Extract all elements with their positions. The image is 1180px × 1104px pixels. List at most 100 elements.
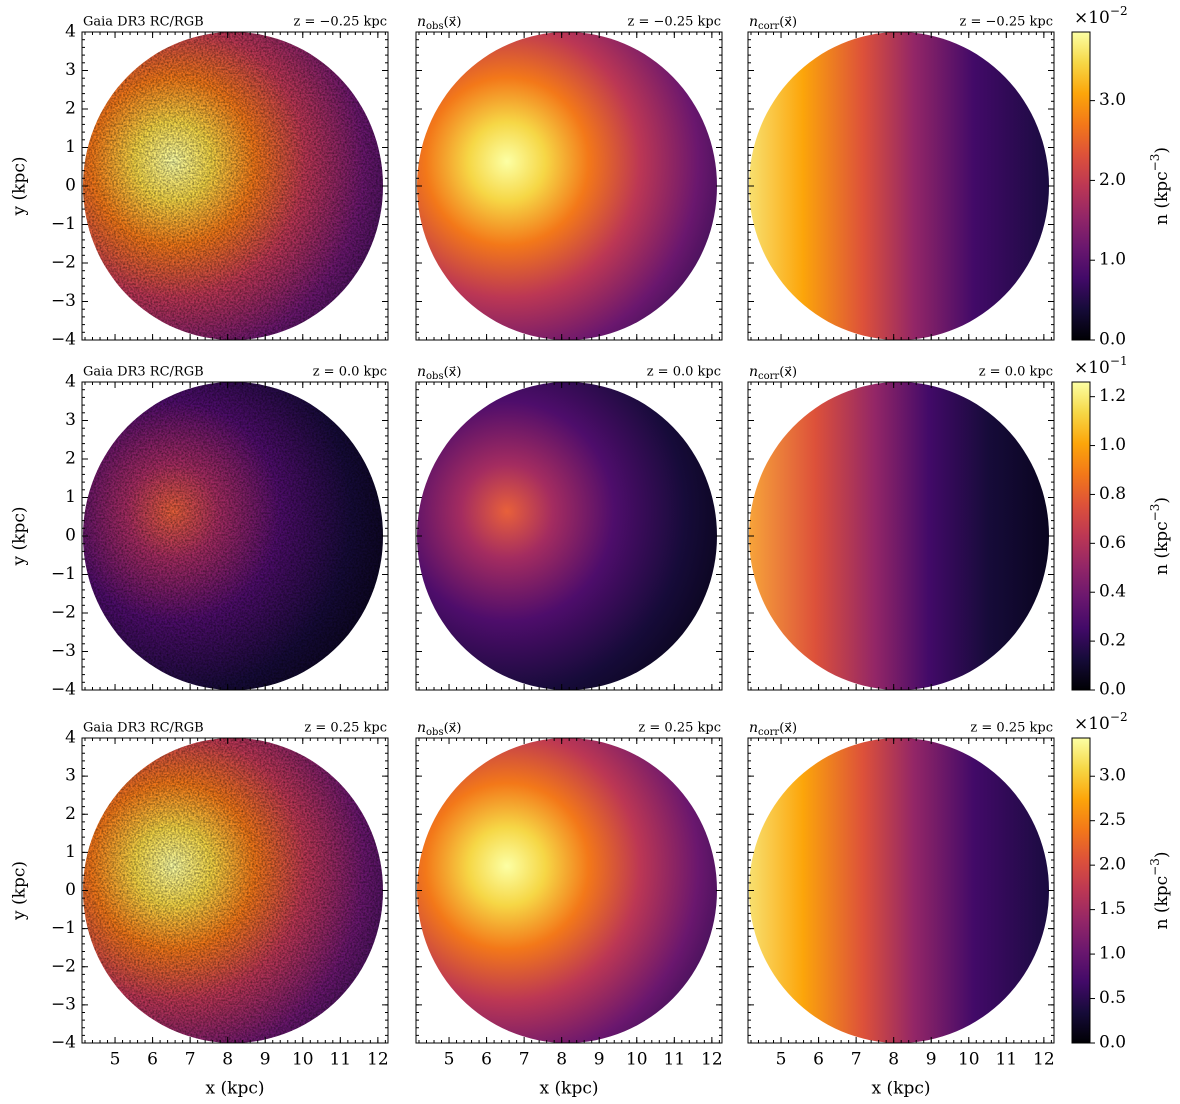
panel-subtitle: z = −0.25 kpc — [628, 15, 721, 30]
y-tick-label: 3 — [65, 60, 76, 80]
colorbar-label: n (kpc−3) — [1148, 851, 1172, 929]
title-symbol: n — [749, 364, 758, 380]
noise-overlay — [83, 32, 383, 340]
x-tick-label: 9 — [260, 1050, 271, 1070]
y-tick-label: 1 — [65, 842, 76, 862]
noise-overlay — [83, 382, 383, 690]
y-tick-label: −1 — [51, 918, 76, 938]
panel-title: nobs(x⃗) — [417, 364, 461, 382]
title-symbol: n — [749, 14, 758, 30]
density-map — [749, 738, 1049, 1043]
x-tick-label: 11 — [995, 1050, 1017, 1070]
density-map — [749, 382, 1049, 690]
colorbar-tick-label: 0.4 — [1099, 582, 1126, 602]
colorbar-tick-label: 1.5 — [1099, 899, 1126, 919]
y-tick-label: −3 — [51, 994, 76, 1014]
colorbar-tick-label: 1.0 — [1099, 944, 1126, 964]
label-exponent: −3 — [1148, 154, 1162, 172]
colorbar-tick-label: 3.0 — [1099, 90, 1126, 110]
panel-subtitle: z = −0.25 kpc — [960, 15, 1053, 30]
label-exponent: −3 — [1148, 504, 1162, 522]
colorbar-multiplier: ×10−2 — [1074, 4, 1128, 28]
y-tick-label: −4 — [51, 330, 76, 350]
x-axis-label: x (kpc) — [540, 1079, 599, 1099]
y-tick-label: 3 — [65, 410, 76, 430]
colorbar-tick-label: 2.5 — [1099, 810, 1126, 830]
density-map — [749, 32, 1049, 340]
y-tick-label: −4 — [51, 680, 76, 700]
colorbar-tick-label: 0.8 — [1099, 484, 1126, 504]
x-tick-label: 5 — [444, 1050, 455, 1070]
title-argument: (x⃗) — [444, 15, 462, 30]
x-tick-label: 10 — [958, 1050, 980, 1070]
label-text: n (kpc — [1152, 876, 1172, 930]
x-tick-label: 7 — [519, 1050, 530, 1070]
y-tick-label: 0 — [65, 880, 76, 900]
panel: −4 −3 −2 −1 0 1 2 3 4 Gaia DR3 RC/RGB z = 0.0 kpc y… — [10, 365, 389, 700]
colorbar-tick-label: 0.0 — [1099, 1033, 1126, 1053]
panel-title: nobs(x⃗) — [417, 14, 461, 32]
density-map — [417, 738, 717, 1043]
x-tick-label: 9 — [926, 1050, 937, 1070]
y-tick-label: −1 — [51, 564, 76, 584]
title-subscript: corr — [758, 21, 779, 32]
colorbar-gradient — [1071, 381, 1091, 691]
panel-subtitle: z = 0.0 kpc — [647, 365, 721, 380]
x-tick-label: 9 — [594, 1050, 605, 1070]
panel-title: ncorr(x⃗) — [749, 364, 797, 382]
x-tick-label: 11 — [329, 1050, 351, 1070]
x-tick-label: 11 — [663, 1050, 685, 1070]
panel-title: Gaia DR3 RC/RGB — [83, 721, 204, 736]
title-argument: (x⃗) — [444, 365, 462, 380]
label-text: n (kpc — [1152, 171, 1172, 225]
colorbar-multiplier: ×10−2 — [1074, 710, 1128, 734]
colorbar-tick-label: 1.2 — [1099, 386, 1126, 406]
x-axis-label: x (kpc) — [872, 1079, 931, 1099]
colorbar: 0.0 1.0 2.0 3.0 ×10−2 n (kpc−3) — [1071, 4, 1172, 350]
x-tick-label: 8 — [222, 1050, 233, 1070]
y-tick-label: −4 — [51, 1033, 76, 1053]
panel-subtitle: z = 0.25 kpc — [638, 721, 721, 736]
title-subscript: corr — [758, 727, 779, 738]
y-tick-label: 1 — [65, 137, 76, 157]
colorbar-tick-label: 2.0 — [1099, 855, 1126, 875]
y-tick-label: 4 — [65, 728, 76, 748]
y-axis-label: y (kpc) — [10, 507, 30, 567]
x-tick-label: 12 — [367, 1050, 389, 1070]
y-tick-label: 0 — [65, 176, 76, 196]
y-tick-label: 0 — [65, 526, 76, 546]
x-tick-label: 8 — [556, 1050, 567, 1070]
panel: ncorr(x⃗) z = −0.25 kpc — [747, 14, 1055, 341]
y-tick-label: −3 — [51, 291, 76, 311]
panel: 5 6 7 8 9 10 11 12 ncorr(x⃗) z = 0.25 kpc x (kpc) — [747, 720, 1055, 1099]
colorbar-tick-label: 1.0 — [1099, 435, 1126, 455]
colorbar-gradient — [1071, 31, 1091, 341]
y-axis-label: y (kpc) — [10, 157, 30, 217]
colorbar-tick-label: 0.0 — [1099, 680, 1126, 700]
panel: nobs(x⃗) z = 0.0 kpc — [415, 364, 723, 691]
panel-subtitle: z = −0.25 kpc — [294, 15, 387, 30]
x-tick-label: 10 — [626, 1050, 648, 1070]
x-tick-label: 5 — [110, 1050, 121, 1070]
title-argument: (x⃗) — [779, 365, 797, 380]
y-tick-label: 1 — [65, 487, 76, 507]
label-close: ) — [1152, 497, 1172, 504]
title-symbol: n — [417, 720, 426, 736]
colorbar-tick-label: 3.0 — [1099, 766, 1126, 786]
y-tick-label: −3 — [51, 641, 76, 661]
y-tick-label: 2 — [65, 99, 76, 119]
panel-title: nobs(x⃗) — [417, 720, 461, 738]
multiplier-base: ×10 — [1074, 358, 1110, 378]
colorbar-multiplier: ×10−1 — [1074, 354, 1128, 378]
title-subscript: corr — [758, 371, 779, 382]
x-tick-label: 6 — [481, 1050, 492, 1070]
panel-title: Gaia DR3 RC/RGB — [83, 15, 204, 30]
y-axis-label: y (kpc) — [10, 861, 30, 921]
colorbar-tick-label: 0.6 — [1099, 533, 1126, 553]
panel-title: Gaia DR3 RC/RGB — [83, 365, 204, 380]
label-close: ) — [1152, 851, 1172, 858]
y-tick-label: −2 — [51, 253, 76, 273]
y-tick-label: 2 — [65, 449, 76, 469]
panel-subtitle: z = 0.0 kpc — [313, 365, 387, 380]
panel: −4 −3 −2 −1 0 1 2 3 4 Gaia DR3 RC/RGB z = −0.25 kp… — [10, 15, 389, 350]
